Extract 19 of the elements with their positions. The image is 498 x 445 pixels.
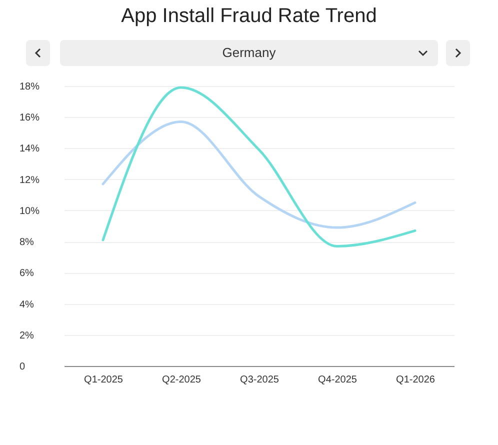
y-tick-label: 12%	[20, 174, 40, 186]
line-series	[102, 120, 416, 229]
y-tick-label: 14%	[20, 144, 40, 155]
x-tick-label: Q3-2025	[240, 374, 280, 386]
y-tick-label: 0	[20, 362, 26, 372]
x-tick-label: Q1-2026	[396, 374, 436, 386]
chart-subtitle: Germany	[222, 45, 276, 60]
x-tick-label: Q1-2025	[84, 374, 124, 386]
y-tick-label: 8%	[20, 237, 34, 248]
chart-title: App Install Fraud Rate Trend	[120, 4, 378, 29]
line-series	[102, 86, 416, 248]
y-tick-label: 6%	[20, 268, 34, 280]
y-tick-label: 4%	[20, 299, 34, 310]
y-tick-label: 2%	[20, 330, 34, 342]
y-tick-label: 10%	[20, 206, 40, 217]
x-tick-label: Q4-2025	[318, 374, 358, 386]
y-tick-label: 18%	[20, 82, 40, 92]
y-tick-label: 16%	[20, 112, 40, 124]
x-tick-label: Q2-2025	[162, 374, 202, 386]
